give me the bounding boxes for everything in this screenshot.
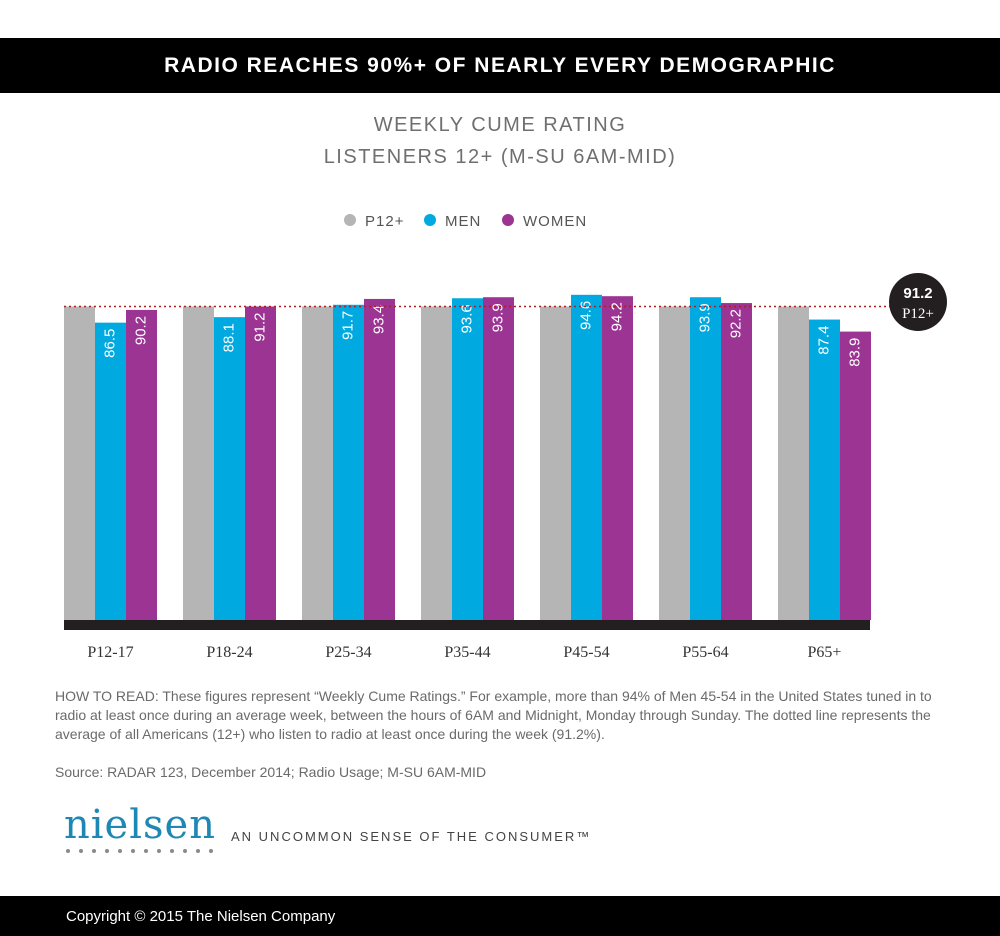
bar-women-p55-64 [721, 303, 752, 620]
bar-men-p55-64 [690, 297, 721, 620]
x-tick-label: P65+ [808, 644, 842, 661]
source-note: Source: RADAR 123, December 2014; Radio … [55, 764, 487, 780]
x-axis-baseline [64, 620, 870, 630]
data-label: 86.5 [101, 329, 118, 358]
chart-title: WEEKLY CUME RATING [373, 114, 627, 136]
bar-women-p45-54 [602, 296, 633, 620]
bar-women-p18-24 [245, 306, 276, 620]
copyright-text: Copyright © 2015 The Nielsen Company [66, 907, 336, 925]
reference-badge-value: 91.2 [903, 285, 932, 302]
banner-title: RADIO REACHES 90%+ OF NEARLY EVERY DEMOG… [164, 53, 836, 77]
logo-dots-decoration [64, 849, 216, 853]
reference-badge-label: P12+ [902, 306, 934, 322]
legend-label: P12+ [365, 213, 404, 230]
x-tick-label: P25-34 [325, 644, 371, 661]
how-to-read-note: HOW TO READ: These figures represent “We… [55, 688, 932, 742]
bar-women-p35-44 [483, 297, 514, 620]
data-label: 93.9 [489, 303, 506, 332]
data-label: 94.2 [608, 302, 625, 331]
bar-men-p35-44 [452, 298, 483, 620]
reference-badge [889, 273, 947, 331]
x-tick-label: P18-24 [206, 644, 252, 661]
legend-marker-men [424, 214, 436, 226]
logo-wordmark: nielsen [64, 802, 216, 848]
bar-p12-p18-24 [183, 306, 214, 620]
legend-label: WOMEN [523, 213, 587, 230]
data-label: 91.7 [339, 311, 356, 340]
data-label: 93.9 [696, 303, 713, 332]
bar-p12-p35-44 [421, 306, 452, 620]
bar-p12-p65+ [778, 306, 809, 620]
data-label: 91.2 [251, 313, 268, 342]
nielsen-logo: nielsen [64, 803, 216, 853]
chart-subtitle: LISTENERS 12+ (M-SU 6AM-MID) [323, 146, 677, 168]
data-label: 83.9 [846, 338, 863, 367]
bar-p12-p25-34 [302, 306, 333, 620]
bar-men-p65+ [809, 319, 840, 620]
bar-p12-p45-54 [540, 306, 571, 620]
x-tick-label: P55-64 [682, 644, 728, 661]
bar-men-p45-54 [571, 294, 602, 620]
data-label: 93.4 [370, 305, 387, 334]
data-label: 90.2 [132, 316, 149, 345]
bar-men-p18-24 [214, 317, 245, 620]
legend-marker-women [502, 214, 514, 226]
data-label: 88.1 [220, 323, 237, 352]
legend-marker-p12 [344, 214, 356, 226]
legend-label: MEN [445, 213, 481, 230]
bar-women-p25-34 [364, 298, 395, 620]
bar-men-p25-34 [333, 304, 364, 620]
bar-women-p12-17 [126, 309, 157, 620]
bar-chart: P12+ MEN WOMEN 86.5 90.2 P12-17 88.1 91.2 P18-24… [64, 213, 947, 661]
title-banner: RADIO REACHES 90%+ OF NEARLY EVERY DEMOG… [0, 38, 1000, 93]
x-tick-label: P45-54 [563, 644, 609, 661]
x-tick-label: P35-44 [444, 644, 490, 661]
bar-men-p12-17 [95, 322, 126, 620]
data-label: 92.2 [727, 309, 744, 338]
footer-bar: Copyright © 2015 The Nielsen Company [0, 896, 1000, 936]
x-tick-label: P12-17 [87, 644, 133, 661]
data-label: 87.4 [815, 326, 832, 355]
bar-women-p65+ [840, 331, 871, 620]
bar-p12-p12-17 [64, 306, 95, 620]
brand-tagline: AN UNCOMMON SENSE OF THE CONSUMER™ [231, 829, 592, 844]
data-label: 93.6 [458, 304, 475, 333]
bar-p12-p55-64 [659, 306, 690, 620]
data-label: 94.6 [577, 301, 594, 330]
